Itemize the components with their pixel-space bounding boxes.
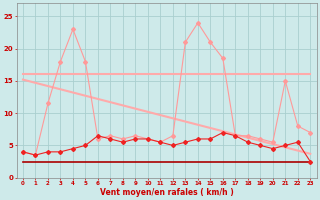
X-axis label: Vent moyen/en rafales ( km/h ): Vent moyen/en rafales ( km/h ) [100,188,234,197]
